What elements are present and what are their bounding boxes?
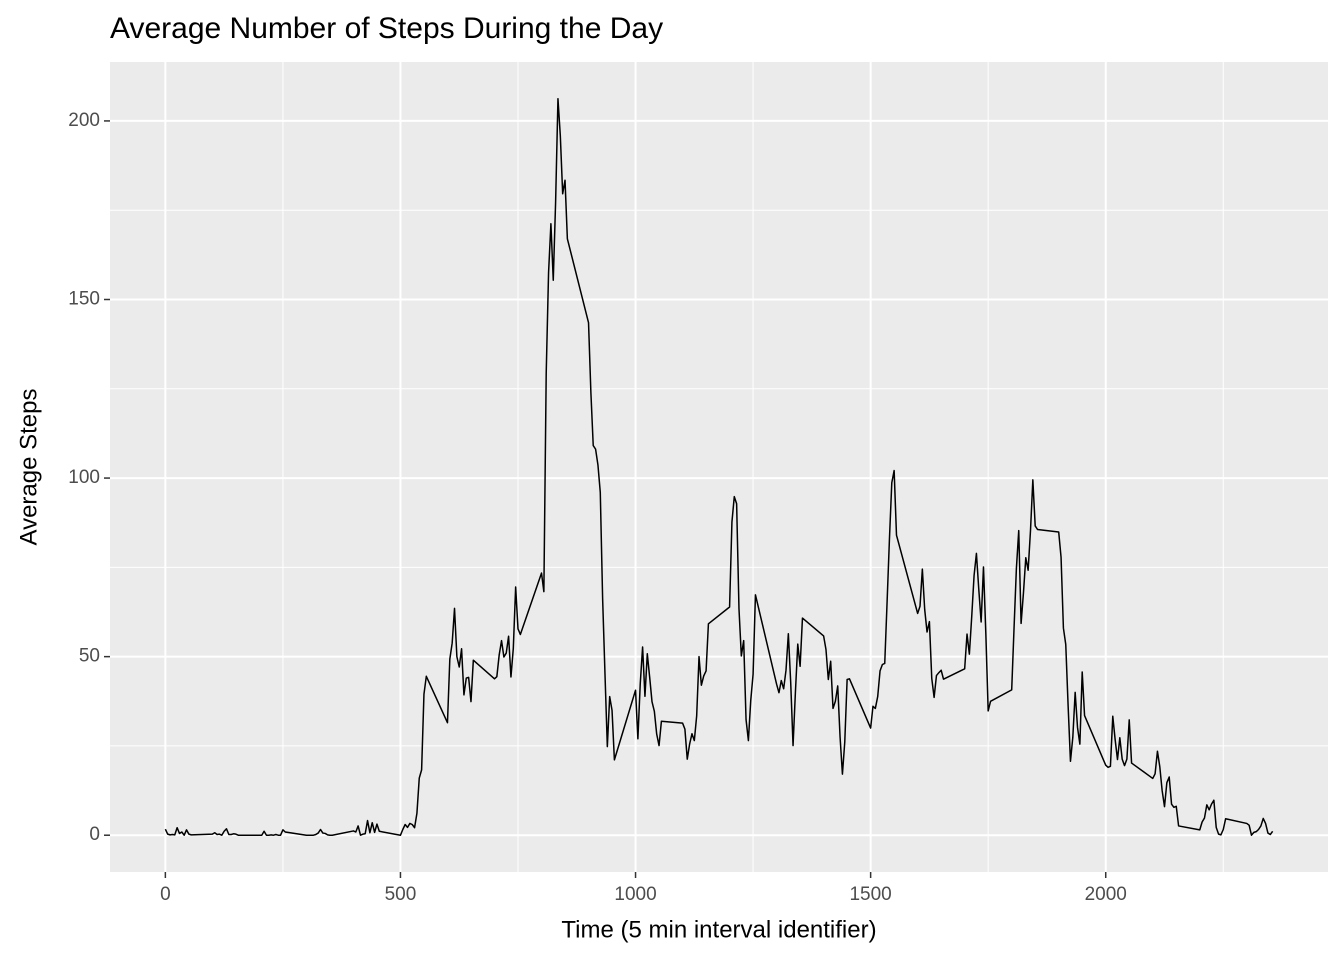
y-tick-label: 0: [89, 824, 100, 845]
x-tick-label: 1000: [614, 884, 656, 905]
y-tick-label: 50: [79, 646, 100, 667]
x-tick-label: 0: [160, 884, 171, 905]
y-tick-label: 150: [68, 289, 100, 310]
chart-title: Average Number of Steps During the Day: [110, 12, 663, 45]
x-tick-label: 2000: [1085, 884, 1127, 905]
x-tick-label: 1500: [849, 884, 891, 905]
y-axis-title: Average Steps: [15, 389, 42, 546]
y-tick-label: 100: [68, 467, 100, 488]
y-tick-label: 200: [68, 110, 100, 131]
plot-panel: [110, 62, 1328, 872]
x-axis-title: Time (5 min interval identifier): [561, 916, 876, 943]
x-tick-label: 500: [385, 884, 417, 905]
line: [164, 98, 1274, 836]
